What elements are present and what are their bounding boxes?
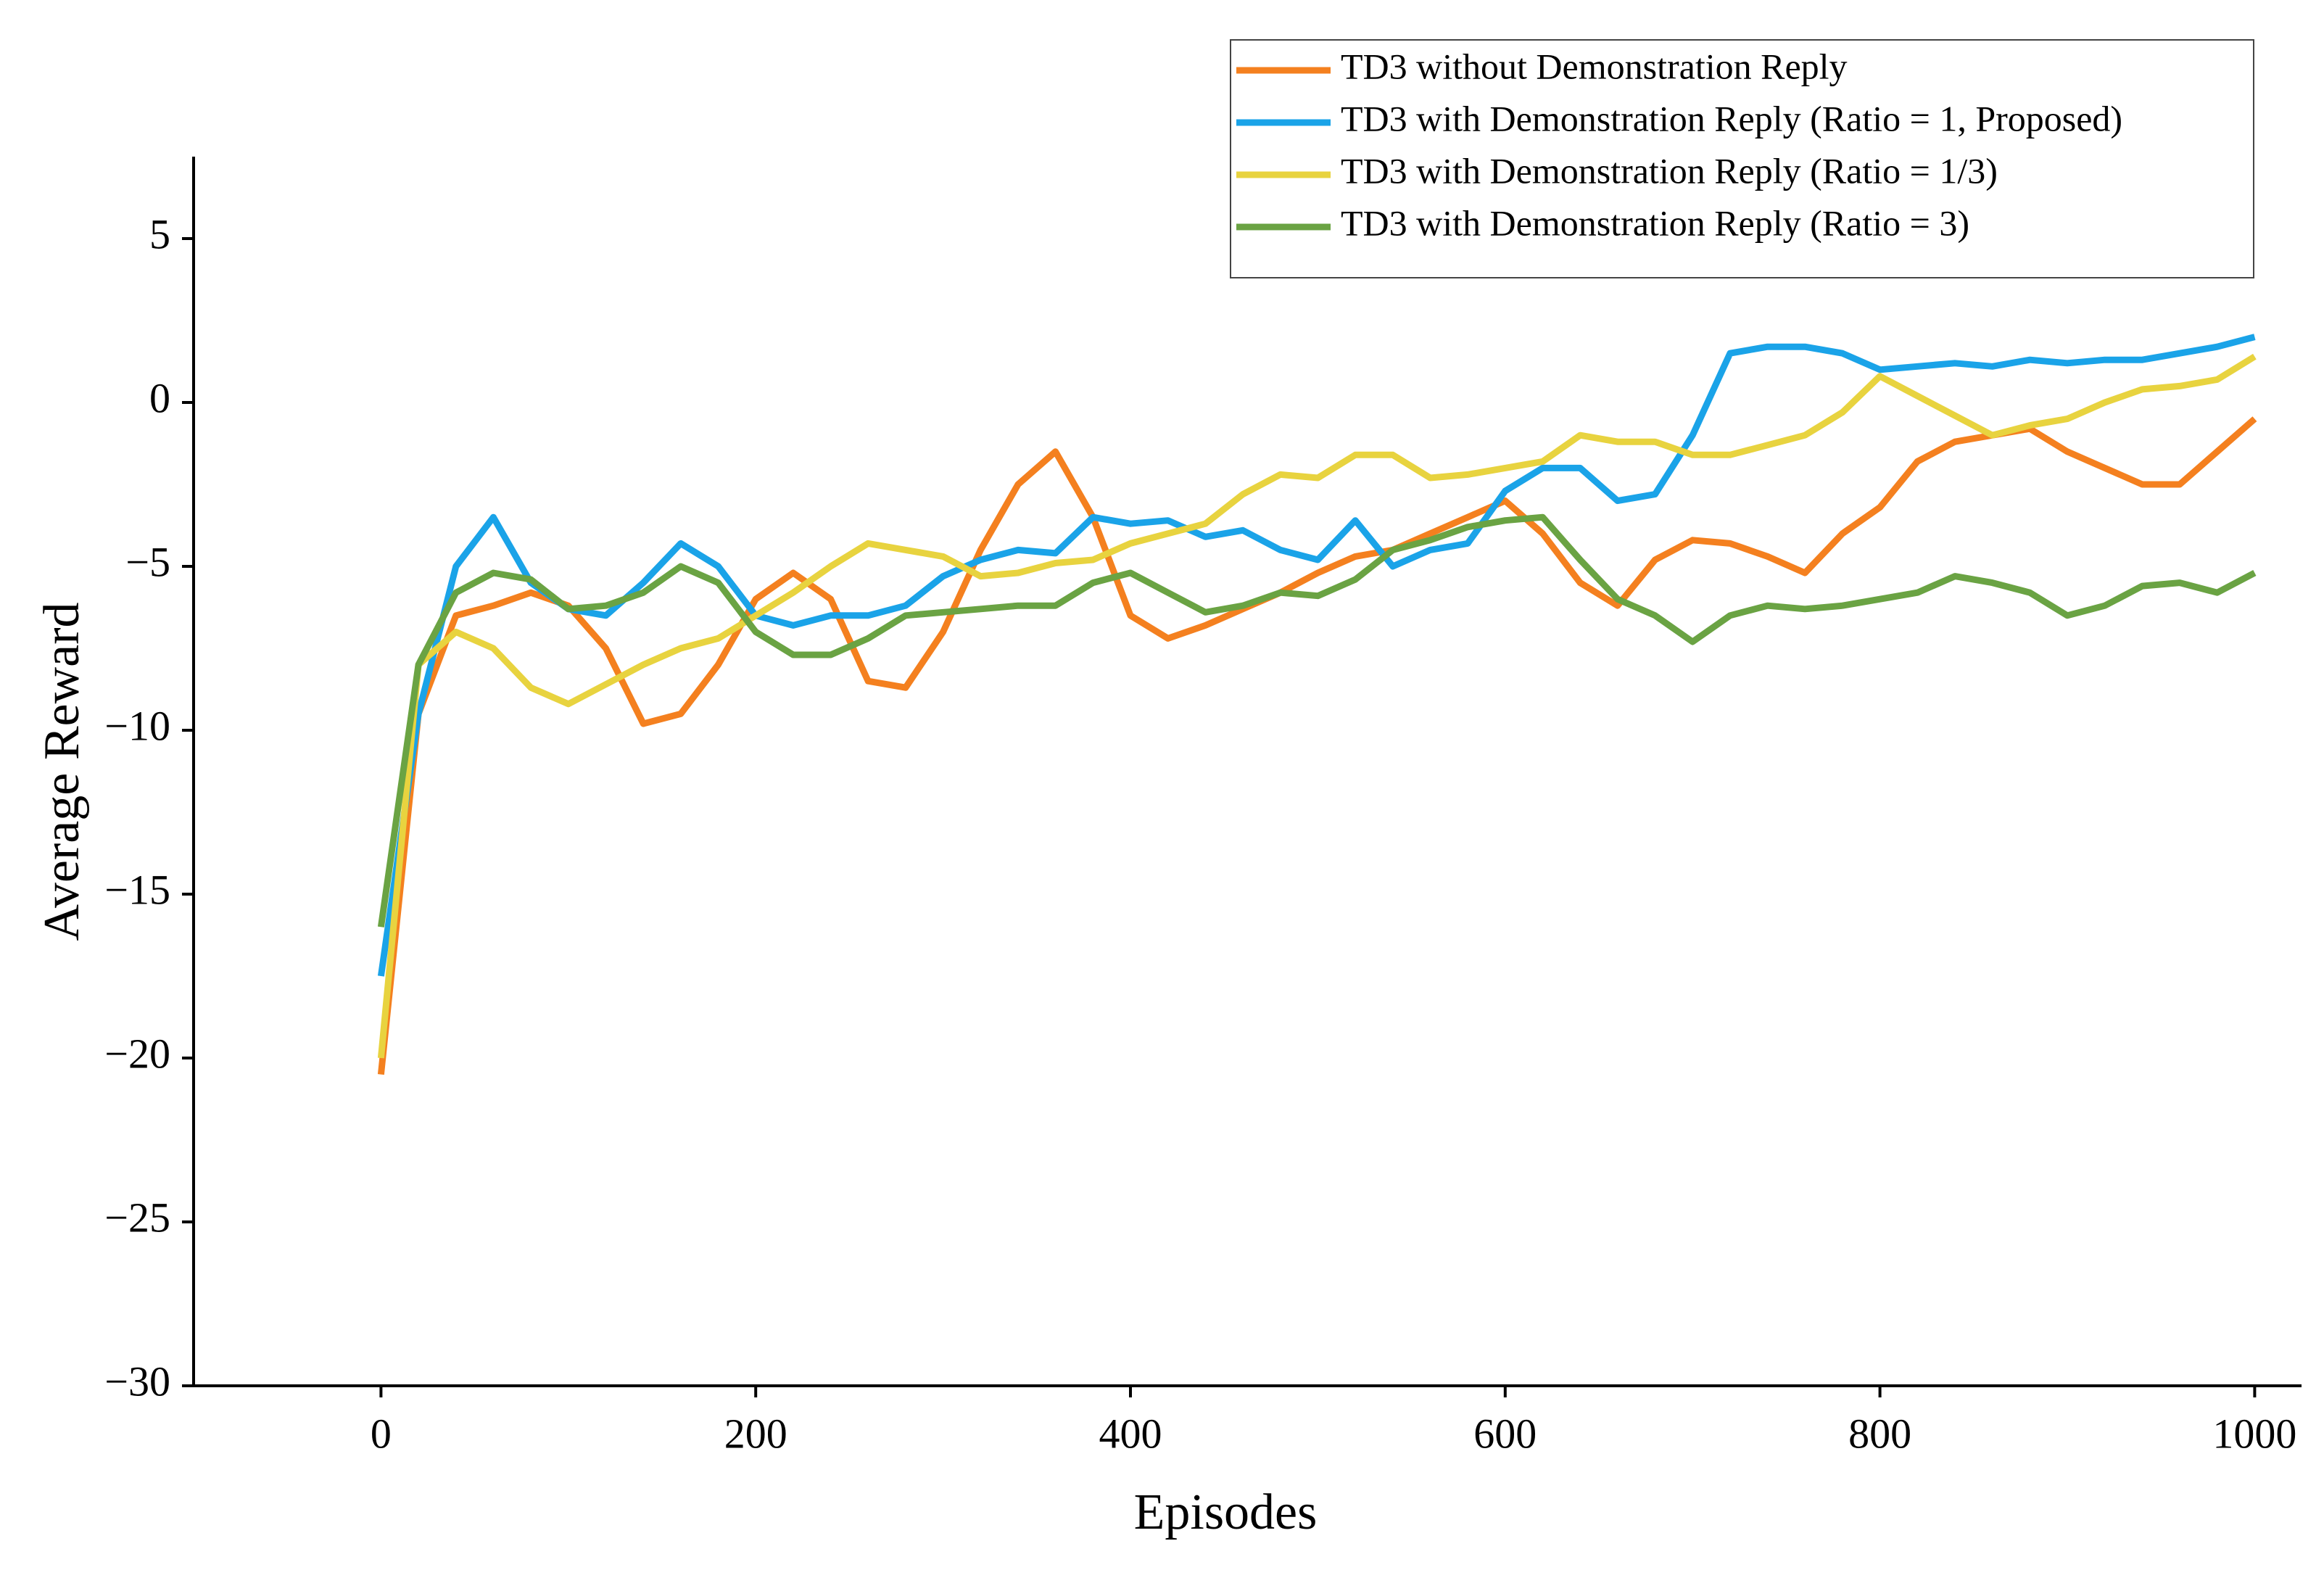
legend-label: TD3 with Demonstration Reply (Ratio = 1,… (1341, 98, 2122, 139)
y-tick-label: −25 (104, 1194, 170, 1241)
legend-label: TD3 without Demonstration Reply (1341, 46, 1848, 86)
y-axis-title: Average Reward (34, 602, 90, 941)
y-tick-label: 5 (149, 210, 170, 257)
x-tick-label: 400 (1099, 1410, 1162, 1457)
x-axis-title: Episodes (1134, 1484, 1318, 1540)
y-tick-label: 0 (149, 374, 170, 421)
x-tick-label: 0 (371, 1410, 392, 1457)
x-tick-label: 200 (724, 1410, 787, 1457)
y-tick-label: −20 (104, 1030, 170, 1077)
x-tick-label: 1000 (2212, 1410, 2296, 1457)
y-tick-label: −10 (104, 702, 170, 749)
y-tick-label: −15 (104, 866, 170, 913)
series-line (377, 513, 2257, 927)
y-tick-label: −30 (104, 1358, 170, 1405)
legend-label: TD3 with Demonstration Reply (Ratio = 1/… (1341, 150, 1998, 191)
series-line (377, 353, 2257, 1059)
y-tick-label: −5 (125, 538, 170, 585)
legend-box (1230, 39, 2254, 278)
series-line (377, 334, 2256, 977)
series-line (377, 416, 2257, 1075)
x-tick-label: 600 (1473, 1410, 1537, 1457)
x-tick-label: 800 (1848, 1410, 1911, 1457)
legend-label: TD3 with Demonstration Reply (Ratio = 3) (1341, 202, 1969, 243)
